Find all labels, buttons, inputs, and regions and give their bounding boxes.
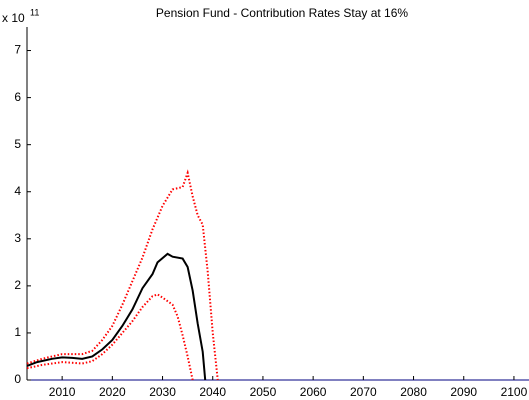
y-tick-label: 7 — [14, 43, 21, 57]
x-tick-label: 2060 — [300, 385, 327, 399]
x-tick-label: 2050 — [250, 385, 277, 399]
y-tick-label: 4 — [14, 184, 21, 198]
x-tick-label: 2040 — [199, 385, 226, 399]
series-line — [26, 252, 207, 381]
series-line — [26, 169, 219, 381]
y-tick-label: 0 — [14, 372, 21, 386]
x-tick-label: 2070 — [350, 385, 377, 399]
y-tick-label: 6 — [14, 90, 21, 104]
chart-title: Pension Fund - Contribution Rates Stay a… — [156, 6, 408, 20]
x-tick-label: 2010 — [49, 385, 76, 399]
y-scale-base: x 10 — [2, 11, 25, 25]
y-scale-exponent: 11 — [30, 7, 39, 17]
x-tick-label: 2020 — [99, 385, 126, 399]
series-line — [26, 293, 194, 381]
y-tick-label: 2 — [14, 278, 21, 292]
y-tick-label: 3 — [14, 231, 21, 245]
y-tick-label: 5 — [14, 137, 21, 151]
x-tick-label: 2030 — [149, 385, 176, 399]
y-tick-label: 1 — [14, 325, 21, 339]
x-tick-label: 2090 — [450, 385, 477, 399]
x-tick-label: 2080 — [400, 385, 427, 399]
x-tick-label: 2100 — [501, 385, 528, 399]
